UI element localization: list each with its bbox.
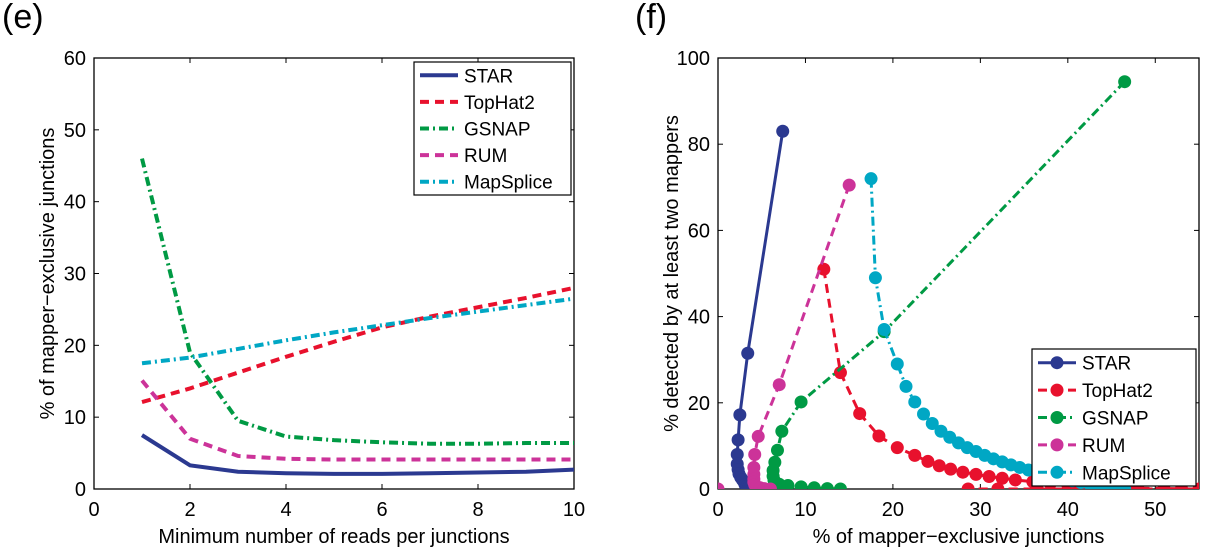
point-tophat2 (890, 441, 904, 455)
point-gsnap (775, 424, 789, 438)
point-star (741, 346, 755, 360)
point-tophat2 (872, 429, 886, 443)
point-gsnap (833, 482, 847, 489)
point-tophat2 (961, 482, 975, 489)
legend-label-tophat2: TopHat2 (464, 93, 535, 114)
legend-label-tophat2: TopHat2 (1082, 381, 1153, 402)
x-tick-label: 2 (184, 499, 195, 521)
panel-label-e: (e) (2, 0, 44, 36)
point-star (733, 408, 747, 422)
point-mapsplice (868, 271, 882, 285)
y-tick-label: 40 (64, 192, 86, 214)
x-tick-label: 10 (563, 499, 585, 521)
legend-label-gsnap: GSNAP (464, 120, 531, 141)
y-tick-label: 0 (75, 479, 86, 501)
y-tick-label: 50 (64, 120, 86, 142)
x-tick-label: 8 (472, 499, 483, 521)
legend-marker-rum (1050, 438, 1064, 452)
x-tick-label: 0 (88, 499, 99, 521)
series-line-star (140, 433, 574, 476)
point-mapsplice (925, 416, 939, 430)
point-rum (842, 178, 856, 192)
point-tophat2 (921, 454, 935, 468)
series-line-rum (140, 379, 574, 462)
point-tophat2 (908, 448, 922, 462)
point-rum (763, 482, 777, 489)
x-axis-label: % of mapper−exclusive junctions (813, 526, 1105, 548)
x-tick-label: 0 (712, 499, 723, 521)
point-tophat2 (991, 482, 1005, 489)
legend-label-star: STAR (1082, 354, 1131, 375)
point-tophat2 (1008, 473, 1022, 487)
y-tick-label: 20 (64, 335, 86, 357)
point-tophat2 (817, 262, 831, 276)
y-tick-label: 40 (688, 307, 710, 329)
y-tick-label: 60 (688, 220, 710, 242)
point-mapsplice (864, 172, 878, 186)
x-tick-label: 30 (969, 499, 991, 521)
legend-marker-mapsplice (1050, 465, 1064, 479)
legend-marker-tophat2 (1050, 383, 1064, 397)
point-origin (718, 482, 725, 489)
legend-label-rum: RUM (1082, 436, 1125, 457)
point-mapsplice (908, 395, 922, 409)
point-gsnap (794, 480, 808, 489)
point-rum (751, 429, 765, 443)
point-tophat2 (982, 470, 996, 484)
point-rum (748, 448, 762, 462)
legend-label-mapsplice: MapSplice (464, 173, 553, 194)
x-tick-label: 6 (376, 499, 387, 521)
point-gsnap (1118, 75, 1132, 89)
legend-label-rum: RUM (464, 146, 507, 167)
point-star (776, 124, 790, 138)
y-tick-label: 0 (699, 479, 710, 501)
y-axis-label: % detected by at least two mappers (661, 115, 683, 432)
point-gsnap (820, 482, 834, 489)
legend-label-gsnap: GSNAP (1082, 409, 1149, 430)
y-tick-label: 10 (64, 407, 86, 429)
x-tick-label: 4 (280, 499, 291, 521)
y-tick-label: 30 (64, 264, 86, 286)
series-group (140, 158, 574, 476)
point-tophat2 (969, 467, 983, 481)
series-line-gsnap (140, 158, 574, 446)
point-gsnap (781, 479, 795, 489)
legend-marker-star (1050, 356, 1064, 370)
y-tick-label: 60 (64, 48, 86, 70)
point-tophat2 (932, 459, 946, 473)
series-line-mapsplice (141, 296, 574, 366)
point-star (731, 433, 745, 447)
legend-marker-gsnap (1050, 411, 1064, 424)
point-star (730, 448, 744, 462)
point-mapsplice (877, 323, 891, 337)
x-tick-label: 50 (1144, 499, 1166, 521)
panel-label-f: (f) (635, 0, 668, 36)
legend-label-star: STAR (464, 66, 513, 87)
x-tick-label: 40 (1057, 499, 1079, 521)
point-tophat2 (995, 471, 1009, 485)
y-axis-label: % of mapper−exclusive junctions (37, 128, 59, 420)
point-gsnap (794, 395, 808, 409)
point-tophat2 (853, 407, 867, 421)
point-gsnap (807, 481, 821, 489)
x-tick-label: 10 (794, 499, 816, 521)
point-rum (772, 378, 786, 392)
point-mapsplice (917, 407, 931, 421)
x-tick-label: 20 (882, 499, 904, 521)
point-gsnap (770, 443, 784, 457)
series-line-tophat2 (141, 285, 574, 405)
point-mapsplice (899, 379, 913, 393)
y-tick-label: 100 (677, 48, 710, 70)
x-axis-label: Minimum number of reads per junctions (158, 526, 509, 548)
point-tophat2 (956, 465, 970, 479)
y-tick-label: 20 (688, 393, 710, 415)
y-tick-label: 80 (688, 134, 710, 156)
point-tophat2 (944, 462, 958, 476)
point-tophat2 (833, 366, 847, 380)
legend-label-mapsplice: MapSplice (1082, 463, 1171, 484)
point-mapsplice (890, 357, 904, 371)
